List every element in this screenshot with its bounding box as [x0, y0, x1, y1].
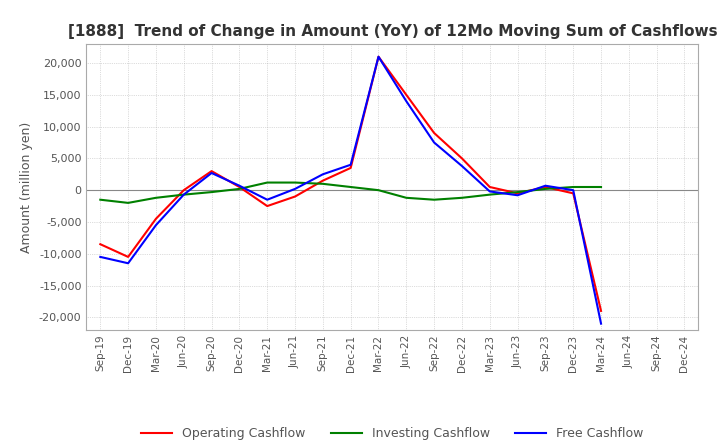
- Operating Cashflow: [179, 187, 188, 193]
- Free Cashflow: [124, 260, 132, 266]
- Free Cashflow: [235, 183, 243, 188]
- Investing Cashflow: [458, 195, 467, 201]
- Y-axis label: Amount (million yen): Amount (million yen): [20, 121, 33, 253]
- Investing Cashflow: [346, 184, 355, 190]
- Operating Cashflow: [124, 254, 132, 260]
- Operating Cashflow: [291, 194, 300, 199]
- Free Cashflow: [346, 162, 355, 167]
- Operating Cashflow: [96, 242, 104, 247]
- Investing Cashflow: [402, 195, 410, 201]
- Operating Cashflow: [430, 130, 438, 136]
- Investing Cashflow: [513, 190, 522, 195]
- Free Cashflow: [318, 172, 327, 177]
- Operating Cashflow: [569, 191, 577, 196]
- Investing Cashflow: [263, 180, 271, 185]
- Operating Cashflow: [235, 184, 243, 190]
- Investing Cashflow: [485, 192, 494, 197]
- Investing Cashflow: [235, 186, 243, 191]
- Operating Cashflow: [458, 156, 467, 161]
- Legend: Operating Cashflow, Investing Cashflow, Free Cashflow: Operating Cashflow, Investing Cashflow, …: [136, 422, 649, 440]
- Operating Cashflow: [541, 184, 550, 190]
- Investing Cashflow: [318, 181, 327, 187]
- Investing Cashflow: [569, 184, 577, 190]
- Operating Cashflow: [513, 191, 522, 196]
- Investing Cashflow: [430, 197, 438, 202]
- Free Cashflow: [513, 193, 522, 198]
- Operating Cashflow: [374, 54, 383, 59]
- Free Cashflow: [263, 197, 271, 202]
- Operating Cashflow: [597, 308, 606, 314]
- Free Cashflow: [597, 321, 606, 326]
- Free Cashflow: [569, 187, 577, 193]
- Free Cashflow: [458, 163, 467, 169]
- Operating Cashflow: [207, 169, 216, 174]
- Operating Cashflow: [485, 184, 494, 190]
- Free Cashflow: [179, 192, 188, 197]
- Free Cashflow: [374, 54, 383, 59]
- Operating Cashflow: [263, 203, 271, 209]
- Operating Cashflow: [402, 92, 410, 98]
- Line: Operating Cashflow: Operating Cashflow: [100, 57, 601, 311]
- Investing Cashflow: [96, 197, 104, 202]
- Line: Investing Cashflow: Investing Cashflow: [100, 183, 601, 203]
- Free Cashflow: [96, 254, 104, 260]
- Free Cashflow: [402, 99, 410, 104]
- Operating Cashflow: [152, 216, 161, 221]
- Investing Cashflow: [374, 187, 383, 193]
- Free Cashflow: [430, 140, 438, 145]
- Investing Cashflow: [179, 192, 188, 197]
- Title: [1888]  Trend of Change in Amount (YoY) of 12Mo Moving Sum of Cashflows: [1888] Trend of Change in Amount (YoY) o…: [68, 24, 717, 39]
- Investing Cashflow: [152, 195, 161, 201]
- Investing Cashflow: [541, 186, 550, 191]
- Free Cashflow: [541, 183, 550, 188]
- Investing Cashflow: [124, 200, 132, 205]
- Free Cashflow: [485, 189, 494, 194]
- Operating Cashflow: [346, 165, 355, 171]
- Operating Cashflow: [318, 178, 327, 183]
- Free Cashflow: [291, 186, 300, 191]
- Investing Cashflow: [597, 184, 606, 190]
- Investing Cashflow: [291, 180, 300, 185]
- Investing Cashflow: [207, 190, 216, 195]
- Free Cashflow: [207, 170, 216, 176]
- Line: Free Cashflow: Free Cashflow: [100, 57, 601, 324]
- Free Cashflow: [152, 223, 161, 228]
